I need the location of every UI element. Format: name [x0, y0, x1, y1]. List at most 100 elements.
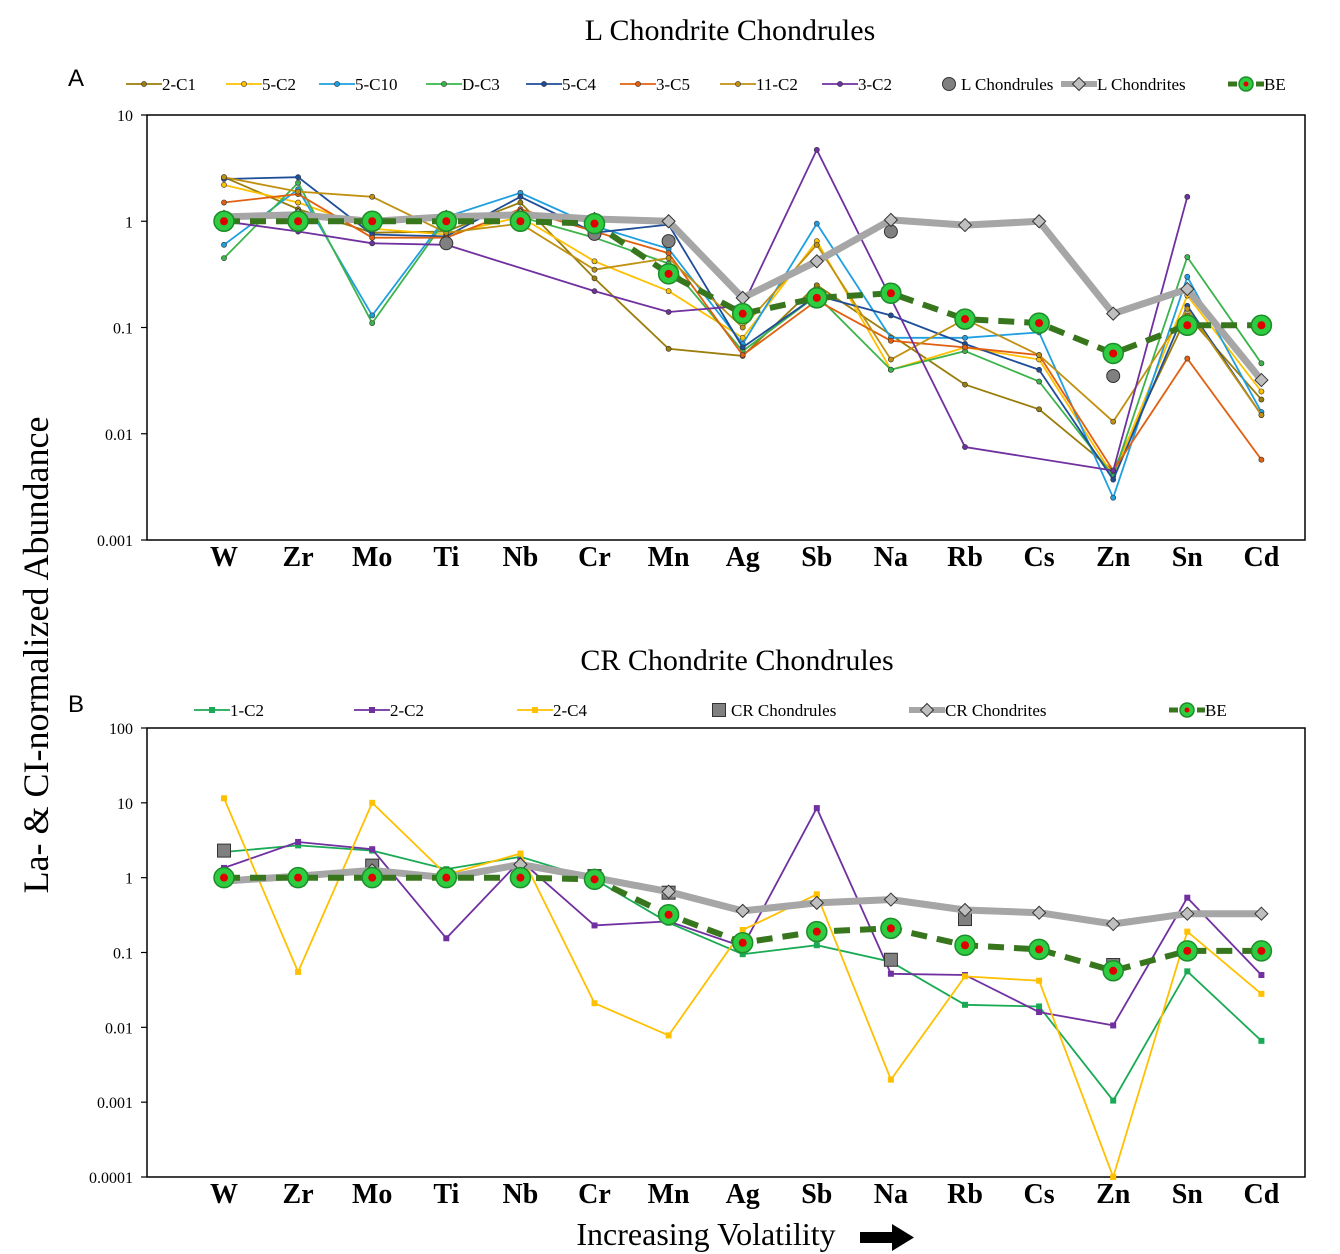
legend-label: 2-C2 [390, 701, 424, 720]
data-point-2-c4-sn [1184, 928, 1191, 935]
series-line-be [224, 218, 1262, 357]
data-point-be-nb [509, 210, 532, 232]
data-point-11-c2-zr [295, 188, 301, 195]
x-tick-label-cs: Cs [1024, 1179, 1055, 1210]
chart-panel-b: CR Chondrite Chondrules B 1-C2 2-C2 2-C4 CR… [68, 644, 1306, 1210]
data-point-5-c2-cr [591, 258, 598, 265]
y-tick-label: 10 [117, 108, 133, 125]
panel-label: A [68, 65, 84, 92]
data-point-11-c2-ag [739, 324, 746, 331]
legend-entry-3-c2: 3-C2 [822, 75, 892, 94]
data-point-d-c3-zr [295, 179, 301, 186]
data-point-5-c4-ag [739, 344, 746, 351]
data-point-l-chondrules-mn [661, 234, 676, 249]
data-point-2-c1-mn [665, 345, 672, 352]
x-tick-label-zr: Zr [283, 1179, 314, 1210]
data-point-be-sn [1176, 940, 1199, 962]
data-point-d-c3-na [888, 366, 894, 373]
data-point-1-c2-sn [1184, 968, 1191, 975]
data-point-d-c3-cs [1036, 378, 1042, 385]
data-point-2-c2-sb [813, 805, 820, 812]
legend-label: 3-C5 [656, 75, 690, 94]
data-point-1-c2-cs [1036, 1003, 1043, 1010]
data-point-3-c5-mn [665, 250, 672, 257]
data-point-3-c2-sn [1184, 193, 1191, 200]
data-point-2-c1-cr [591, 275, 598, 282]
data-point-d-c3-sn [1184, 254, 1191, 260]
data-point-11-c2-cs [1036, 352, 1042, 358]
x-axis-label: Increasing Volatility [576, 1216, 835, 1252]
x-tick-label-nb: Nb [503, 1179, 539, 1210]
data-point-2-c2-ti [443, 935, 450, 942]
legend-label: 5-C2 [262, 75, 296, 94]
legend-entry-d-c3: D-C3 [426, 75, 500, 94]
series-be [213, 210, 1273, 365]
x-tick-label-na: Na [874, 542, 908, 573]
data-point-2-c4-zn [1110, 1174, 1117, 1180]
data-point-l-chondrites-zn [1105, 306, 1121, 321]
data-point-be-cs [1028, 938, 1050, 961]
x-tick-label-na: Na [874, 1179, 908, 1210]
data-point-2-c4-sb [813, 891, 820, 898]
data-point-l-chondrites-na [883, 212, 899, 228]
data-point-3-c5-rb [962, 344, 968, 351]
data-point-5-c10-sn [1184, 273, 1191, 280]
data-point-1-c2-nb [517, 853, 524, 860]
x-tick-label-sn: Sn [1172, 1179, 1204, 1210]
legend-label: 2-C4 [553, 701, 588, 720]
data-point-cr-chondrules-na [883, 952, 898, 967]
data-point-l-chondrules-zn [1106, 368, 1121, 383]
data-point-be-cd [1250, 314, 1273, 336]
data-point-2-c4-rb [962, 973, 968, 980]
data-point-2-c2-cr [591, 922, 598, 929]
data-point-5-c2-w [221, 181, 227, 188]
data-point-11-c2-w [221, 174, 227, 181]
legend-label: BE [1264, 75, 1286, 94]
y-axis-label: La- & CI-normalized Abundance [16, 417, 56, 894]
data-point-be-nb [509, 866, 532, 889]
data-point-l-chondrites-rb [957, 217, 973, 233]
data-point-5-c10-sb [813, 220, 820, 227]
data-point-be-sb [806, 920, 828, 943]
y-tick-label: 0.01 [105, 427, 133, 444]
data-point-1-c2-zn [1110, 1097, 1117, 1104]
data-point-5-c4-nb [517, 193, 524, 200]
legend-swatch-marker [837, 81, 843, 87]
x-tick-label-zr: Zr [283, 542, 314, 573]
data-point-cr-chondrites-sb [809, 895, 825, 911]
data-point-be-rb [954, 308, 976, 330]
data-point-be-cd [1250, 940, 1273, 962]
data-point-be-mo [361, 866, 383, 889]
data-point-3-c2-mn [665, 309, 672, 315]
data-point-11-c2-sn [1184, 305, 1191, 312]
data-point-l-chondrites-sn [1180, 281, 1195, 297]
legend-swatch-marker [209, 707, 215, 713]
data-point-cr-chondrites-cd [1254, 906, 1269, 921]
data-point-11-c2-mo [369, 193, 376, 200]
y-tick-label: 0.0001 [89, 1170, 133, 1187]
data-point-1-c2-rb [962, 1001, 968, 1008]
data-point-2-c4-cr [591, 1000, 598, 1007]
data-point-11-c2-cr [591, 266, 598, 273]
data-point-2-c4-cd [1258, 990, 1265, 997]
x-axis: W Zr Mo Ti Nb Cr Mn Ag Sb Na Rb Cs Zn Sn Cd [210, 1179, 1280, 1210]
legend-entry-5-c10: 5-C10 [319, 75, 398, 94]
data-point-be-ti [435, 866, 458, 889]
x-tick-label-mo: Mo [352, 1179, 392, 1210]
data-point-be-w [213, 210, 235, 232]
legend-swatch-marker [241, 81, 247, 87]
x-tick-label-w: W [210, 542, 238, 573]
x-tick-label-ti: Ti [433, 542, 459, 573]
data-point-cr-chondrites-sn [1180, 906, 1195, 921]
data-point-be-zn [1102, 342, 1124, 365]
data-point-l-chondrules-ti [439, 236, 454, 251]
data-point-cr-chondrules-w [217, 843, 231, 858]
legend-swatch-marker [541, 81, 547, 87]
data-point-3-c2-zn [1110, 467, 1117, 474]
data-point-1-c2-cd [1258, 1037, 1265, 1044]
data-point-11-c2-cd [1258, 412, 1265, 418]
series-layer [213, 146, 1273, 501]
data-point-2-c2-mo [369, 846, 376, 853]
x-tick-label-cs: Cs [1024, 542, 1055, 573]
